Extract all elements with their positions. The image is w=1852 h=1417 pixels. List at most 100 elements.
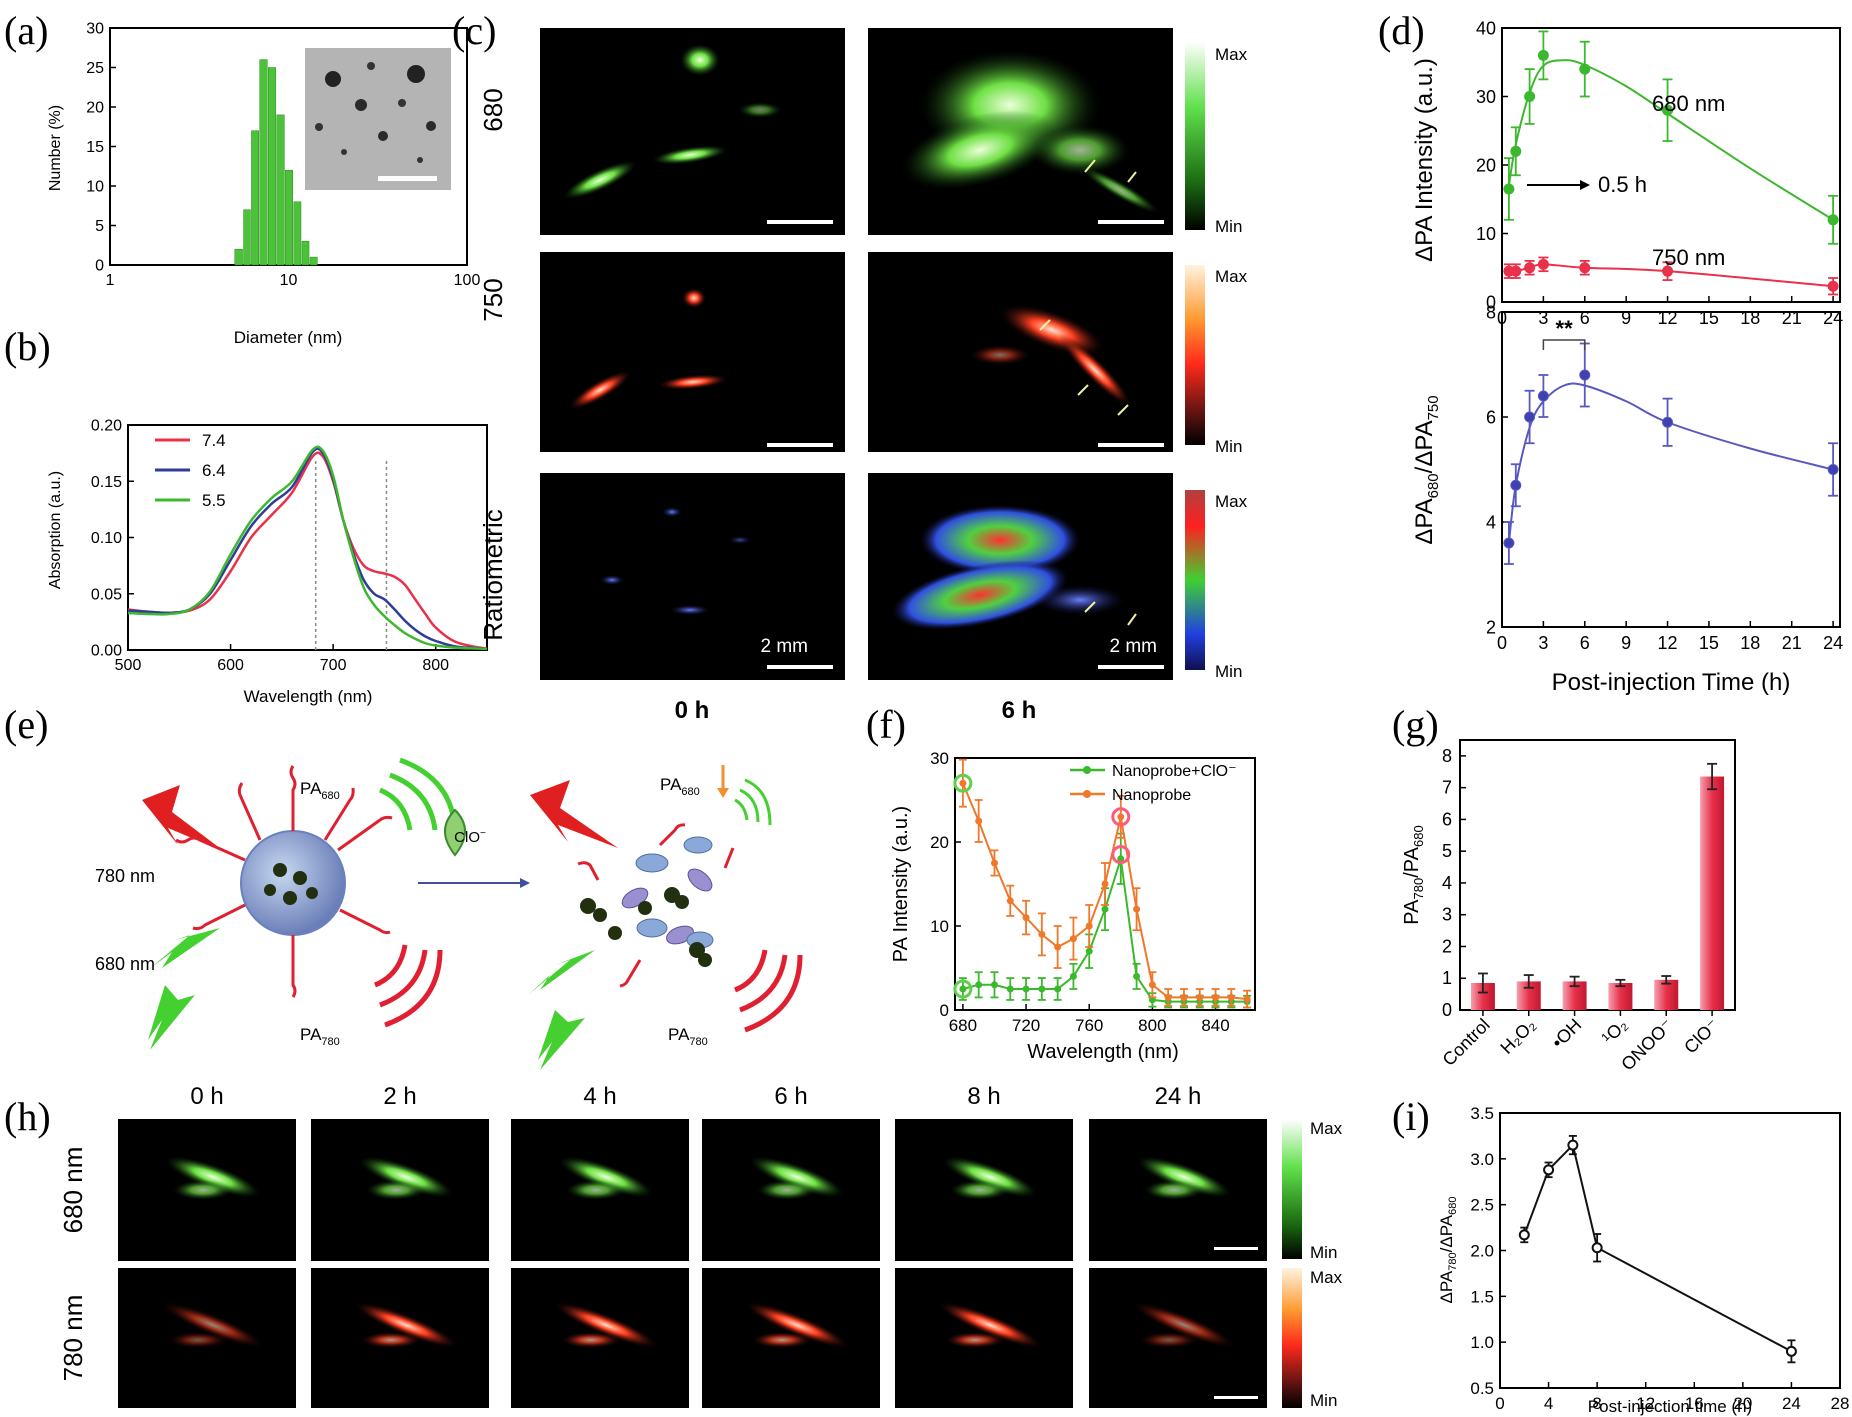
data-point [1054, 943, 1062, 951]
scale-bar [1098, 220, 1164, 224]
histogram-bar [251, 130, 259, 266]
y-axis-label-part: 680 [1425, 473, 1442, 498]
laser-680-icon [148, 928, 220, 970]
colorbar-max: Max [1215, 267, 1248, 286]
y-tick-label: 0.20 [91, 418, 122, 435]
laser-680-label: 680 nm [95, 954, 155, 974]
data-point [1164, 993, 1172, 1001]
chart-b-absorption-spectra: 500 600 700 800 0.00 0.05 0.10 0.15 0.20 7.4 6.4 5.… [47, 418, 488, 706]
time-label: 0 h [190, 1083, 223, 1110]
y-tick-label: 1.5 [1470, 1287, 1494, 1306]
reagent-label: ClO− [454, 828, 486, 846]
significance-marker: ** [1556, 316, 1574, 341]
data-point [1054, 985, 1062, 993]
time-label: 8 h [967, 1083, 1000, 1110]
data-point [1827, 464, 1839, 475]
y-axis-label: Absorption (a.u.) [47, 471, 64, 589]
nanoprobe-icon [240, 830, 346, 936]
data-point [1567, 1139, 1579, 1151]
x-tick-label: 100 [454, 272, 481, 289]
data-point [1069, 972, 1077, 980]
x-tick-label: 680 [949, 1016, 977, 1035]
panel-label-b: (b) [4, 324, 51, 369]
histogram-bar [234, 248, 243, 266]
panel-label-i: (i) [1392, 1094, 1430, 1139]
y-tick-label: 0 [940, 1001, 949, 1020]
scale-bar-label: 2 mm [761, 636, 809, 657]
data-point [1133, 905, 1141, 913]
signal-blob [745, 1302, 849, 1348]
row-label-ratiometric: Ratiometric [478, 509, 508, 640]
x-axis-label: Post-injection Time (h) [1552, 669, 1791, 696]
x-tick-label: 6 [1580, 633, 1590, 653]
data-point [1537, 390, 1549, 402]
data-point [1591, 1242, 1603, 1254]
y-tick-label: 20 [1476, 155, 1496, 175]
data-point [1085, 947, 1093, 955]
y-tick-label: 30 [86, 21, 104, 38]
x-tick-label: 720 [1012, 1016, 1040, 1035]
x-tick-label: Control [1439, 1015, 1494, 1070]
y-tick-label: 15 [86, 139, 104, 156]
panel-c-pa-images: 680 750 Ratiometric Max Min [478, 28, 1248, 724]
significance-bracket [1542, 339, 1586, 350]
data-point [1662, 416, 1674, 428]
time-label: 2 h [383, 1083, 416, 1110]
y-axis-label: Number (%) [47, 105, 64, 191]
x-tick-label: 840 [1201, 1016, 1229, 1035]
data-point [1537, 49, 1549, 61]
data-point [1101, 905, 1109, 913]
x-tick-label: 3 [1538, 308, 1548, 328]
signal-blob [757, 1180, 817, 1200]
y-axis-label-part: 750 [1425, 395, 1442, 420]
histogram-bar [276, 114, 285, 266]
y-tick-label: 3 [1442, 905, 1452, 925]
y-tick-label: 4 [1442, 873, 1452, 893]
row-label-680nm: 680 nm [58, 1147, 88, 1234]
chart-f-pa-spectra: 680 720 760 800 840 0 10 20 30 Nanoprobe+ClO⁻ Nano… [890, 749, 1256, 1063]
chart-a-size-distribution: 1 10 100 0 5 10 15 20 25 30 Diameter (nm) Number (%… [47, 21, 480, 347]
panel-label-a: (a) [4, 8, 48, 53]
data-point [1579, 369, 1591, 381]
data-point [959, 779, 967, 787]
y-tick-label: 0.10 [91, 530, 122, 547]
x-tick-label: 12 [1658, 633, 1678, 653]
signal-blob [752, 1332, 812, 1348]
histogram-bar [267, 67, 277, 266]
y-tick-label: 8 [1442, 746, 1452, 766]
panel-h-pa-time-series: 0 h 2 h 4 h 6 h 8 h 24 h 5 mm 5 mm 680 nm 780 nm M… [58, 1083, 1343, 1410]
laser-780-icon [142, 785, 225, 852]
row-label-750: 750 [478, 278, 508, 321]
laser-680-icon [528, 950, 595, 995]
annotation-arrowhead [1580, 180, 1590, 190]
colorbar-max: Max [1215, 45, 1248, 64]
axis-frame [1459, 739, 1736, 1011]
series-line [127, 445, 488, 651]
data-point [1180, 993, 1188, 1001]
panel-label-f: (f) [866, 702, 906, 747]
x-tick-label: 20 [1733, 1394, 1752, 1413]
pa680-label: PA680 [300, 779, 340, 802]
highlight-marker [1111, 807, 1131, 827]
data-point [1117, 813, 1125, 821]
x-tick-label: 800 [1138, 1016, 1166, 1035]
y-tick-label: 0.00 [91, 643, 122, 660]
colorbar-rainbow [1185, 490, 1205, 670]
data-point [1022, 985, 1030, 993]
colorbar-max: Max [1310, 1268, 1343, 1287]
data-point [1503, 183, 1515, 195]
y-tick-label: 8 [1486, 302, 1496, 322]
signal-blob [366, 1180, 426, 1200]
x-tick-label: 28 [1831, 1394, 1850, 1413]
scale-bar [767, 220, 833, 224]
x-tick-label: 8 [1592, 1394, 1601, 1413]
signal-blob [558, 1156, 654, 1198]
data-point [1227, 993, 1235, 1001]
colorbar-max: Max [1215, 492, 1248, 511]
tem-inset-image [305, 48, 451, 190]
signal-blob [945, 1332, 1005, 1348]
data-point [1022, 914, 1030, 922]
y-tick-label: 10 [1476, 224, 1496, 244]
data-point [1038, 985, 1046, 993]
data-point [1085, 922, 1093, 930]
